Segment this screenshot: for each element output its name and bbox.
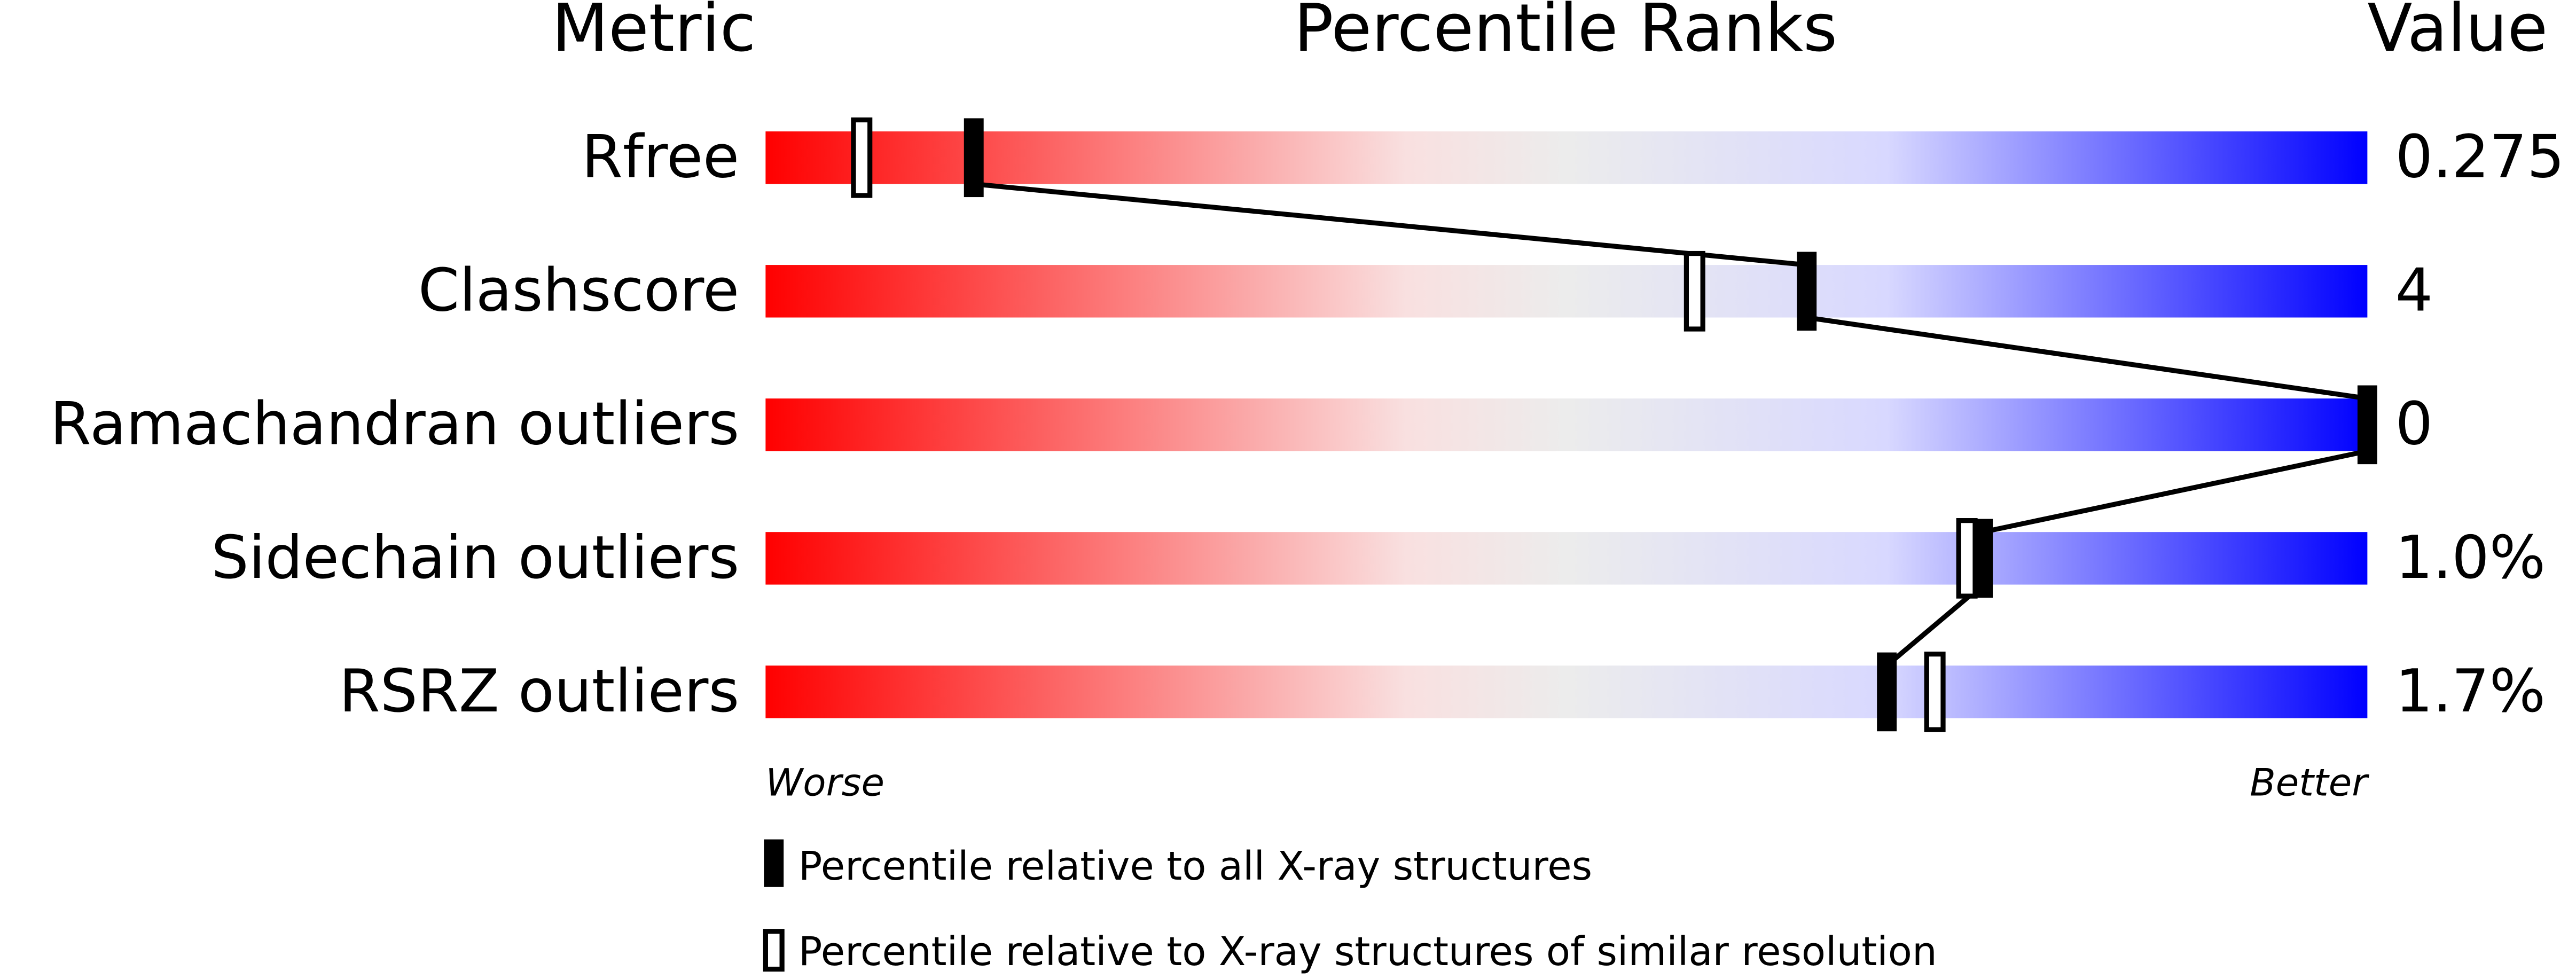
metric-label: RSRZ outliers (339, 657, 739, 726)
metric-label: Sidechain outliers (211, 523, 739, 592)
open-marker (1684, 250, 1705, 332)
metric-label: Rfree (582, 123, 739, 192)
metric-value: 4 (2395, 256, 2433, 325)
filled-marker (1797, 252, 1817, 331)
filled-marker (1877, 652, 1897, 732)
metric-label: Ramachandran outliers (50, 390, 739, 459)
column-header: Percentile Ranks (1294, 0, 1838, 67)
connector-line (973, 181, 1807, 268)
percentile-bar (765, 665, 2368, 718)
filled-marker (964, 118, 984, 198)
legend-swatch (764, 839, 784, 887)
column-header: Metric (552, 0, 756, 67)
percentile-bar (765, 131, 2368, 184)
connector-line (1982, 449, 2368, 535)
legend-entry: Percentile relative to X-ray structures … (798, 929, 1937, 975)
legend-swatch (763, 929, 785, 972)
metric-value: 1.0% (2395, 523, 2546, 592)
filled-marker (2357, 385, 2377, 465)
filled-marker (1973, 519, 1993, 598)
open-marker (1956, 518, 1978, 599)
legend-entry: Percentile relative to all X-ray structu… (798, 843, 1592, 889)
metric-value: 0 (2395, 390, 2433, 459)
better-label: Better (2250, 761, 2369, 805)
percentile-bar (765, 532, 2368, 585)
metric-value: 1.7% (2395, 657, 2546, 726)
open-marker (851, 117, 873, 198)
metric-value: 0.275 (2395, 123, 2565, 192)
worse-label: Worse (765, 761, 884, 805)
percentile-bar (765, 265, 2368, 318)
metric-label: Clashscore (418, 256, 739, 325)
connector-line (1806, 315, 2368, 401)
percentile-bar (765, 398, 2368, 451)
open-marker (1924, 652, 1946, 732)
column-header: Value (2367, 0, 2548, 67)
